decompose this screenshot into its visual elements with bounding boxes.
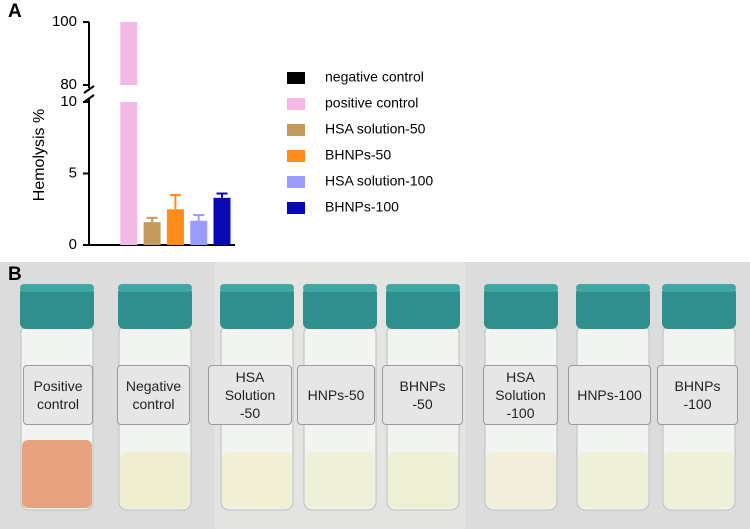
legend-swatch	[287, 202, 305, 214]
vial-label: BHNPs -50	[382, 365, 463, 425]
legend-label: positive control	[325, 95, 418, 111]
bar	[166, 209, 184, 245]
legend-swatch	[287, 176, 305, 188]
liquid	[388, 452, 458, 508]
axis-break	[83, 85, 95, 94]
legend-swatch	[287, 150, 305, 162]
cap-top	[662, 284, 736, 292]
cap	[484, 287, 558, 329]
cap	[20, 287, 94, 329]
y-tick-label: 80	[60, 76, 77, 93]
cap-top	[220, 284, 294, 292]
bar	[190, 220, 208, 245]
vial-label: HSA Solution -100	[483, 365, 558, 425]
cap	[386, 287, 460, 329]
cap	[576, 287, 650, 329]
axis-break	[83, 94, 95, 103]
liquid	[664, 452, 734, 508]
legend-swatch	[287, 124, 305, 136]
cap	[303, 287, 377, 329]
cap-top	[118, 284, 192, 292]
cap	[220, 287, 294, 329]
y-tick-label: 100	[52, 13, 77, 30]
legend-label: BHNPs-50	[325, 147, 391, 163]
legend-swatch	[287, 72, 305, 84]
cap-top	[386, 284, 460, 292]
bar	[120, 102, 138, 245]
cap-top	[303, 284, 377, 292]
bar	[143, 222, 161, 245]
vial-label: BHNPs -100	[657, 365, 738, 425]
liquid	[22, 440, 92, 508]
liquid	[222, 452, 292, 508]
vial-label: HSA Solution -50	[208, 365, 292, 425]
legend-label: HSA solution-100	[325, 173, 433, 189]
vial-label: Negative control	[117, 365, 190, 425]
cap-top	[20, 284, 94, 292]
legend-label: HSA solution-50	[325, 121, 426, 137]
panel-label: A	[8, 1, 22, 22]
y-tick-label: 0	[69, 236, 77, 253]
vial-label: Positive control	[23, 365, 93, 425]
cap-top	[576, 284, 650, 292]
cap	[662, 287, 736, 329]
y-tick-label: 5	[69, 164, 77, 181]
liquid	[578, 452, 648, 508]
bar	[213, 197, 231, 245]
y-axis-label: Hemolysis %	[31, 109, 48, 201]
panel-label: B	[8, 264, 22, 285]
liquid	[120, 452, 190, 508]
legend-label: negative control	[325, 69, 424, 85]
liquid	[305, 452, 375, 508]
legend-swatch	[287, 98, 305, 110]
liquid	[486, 452, 556, 508]
y-tick-label: 10	[60, 93, 77, 110]
cap	[118, 287, 192, 329]
vial-label: HNPs-100	[568, 365, 651, 425]
legend-label: BHNPs-100	[325, 199, 399, 215]
vial-label: HNPs-50	[297, 365, 375, 425]
cap-top	[484, 284, 558, 292]
bar	[120, 22, 138, 85]
